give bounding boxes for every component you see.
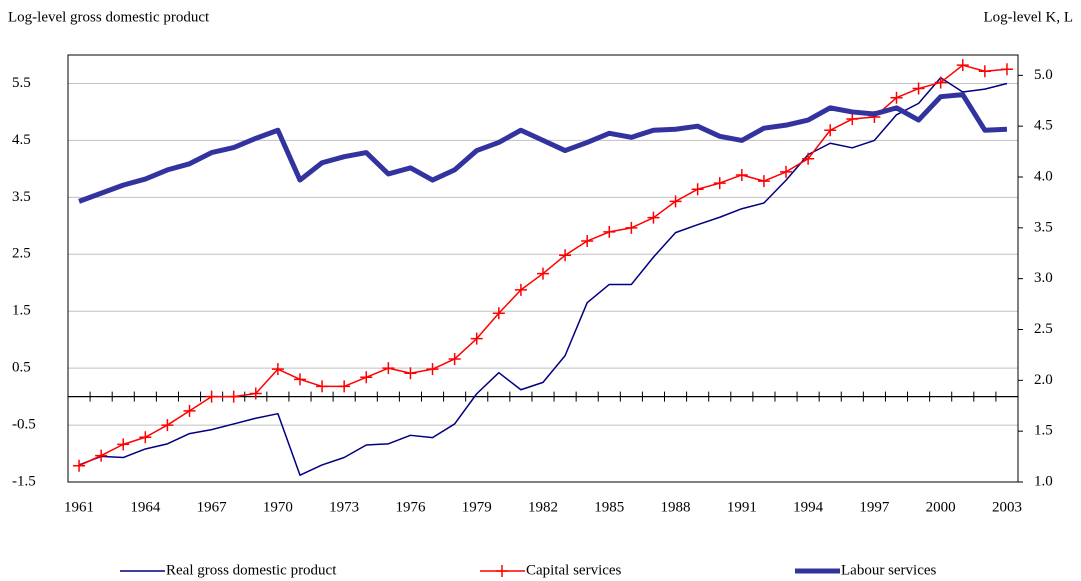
marker	[514, 283, 527, 296]
y-tick-label: 2.5	[12, 246, 31, 262]
series-line	[78, 92, 1008, 204]
legend-label: Capital services	[526, 562, 622, 578]
marker	[757, 175, 770, 188]
legend-label: Labour services	[841, 562, 937, 578]
x-tick-label: 1973	[329, 499, 359, 515]
marker	[780, 165, 793, 178]
y-tick-label: 5.5	[12, 75, 31, 91]
y-tick-label: 1.5	[12, 303, 31, 319]
x-tick-label: 1994	[793, 499, 824, 515]
marker	[382, 362, 395, 375]
y2-axis-title: Log-level K, L	[983, 9, 1073, 25]
marker	[205, 390, 218, 403]
marker	[426, 363, 439, 376]
marker	[559, 249, 572, 262]
marker	[183, 404, 196, 417]
y2-tick-label: 4.5	[1034, 118, 1053, 134]
marker	[669, 195, 682, 208]
plot-frame	[67, 54, 1019, 483]
marker	[802, 152, 815, 165]
x-tick-label: 1979	[462, 499, 492, 515]
x-tick-label: 1961	[64, 499, 94, 515]
marker	[448, 352, 461, 365]
marker	[360, 371, 373, 384]
y-axis-title: Log-level gross domestic product	[8, 9, 210, 25]
x-tick-label: 2000	[926, 499, 956, 515]
marker	[404, 367, 417, 380]
y2-tick-label: 4.0	[1034, 168, 1053, 184]
y2-tick-label: 2.5	[1034, 321, 1053, 337]
y-tick-label: -0.5	[12, 417, 36, 433]
marker	[625, 221, 638, 234]
marker	[227, 390, 240, 403]
marker	[470, 332, 483, 345]
marker	[271, 363, 284, 376]
x-tick-label: 1967	[197, 499, 228, 515]
y-tick-label: 0.5	[12, 360, 31, 376]
marker	[161, 419, 174, 432]
marker	[117, 438, 130, 451]
series-line	[78, 77, 1008, 476]
marker	[73, 459, 86, 472]
marker	[1000, 63, 1013, 76]
x-tick-label: 2003	[992, 499, 1022, 515]
marker	[492, 307, 505, 320]
marker	[978, 65, 991, 78]
marker	[647, 211, 660, 224]
marker	[846, 113, 859, 126]
marker	[691, 183, 704, 196]
y2-tick-label: 3.5	[1034, 219, 1053, 235]
marker	[316, 380, 329, 393]
x-tick-label: 1982	[528, 499, 558, 515]
y2-tick-label: 1.5	[1034, 423, 1053, 439]
legend-marker	[496, 565, 508, 577]
x-tick-label: 1991	[727, 499, 757, 515]
marker	[934, 76, 947, 89]
marker	[735, 168, 748, 181]
x-tick-label: 1985	[594, 499, 624, 515]
marker	[139, 431, 152, 444]
marker	[95, 449, 108, 462]
x-tick-label: 1988	[661, 499, 691, 515]
x-tick-label: 1964	[130, 499, 161, 515]
x-tick-label: 1976	[395, 499, 426, 515]
y2-tick-label: 2.0	[1034, 372, 1053, 388]
marker	[956, 59, 969, 72]
marker	[537, 267, 549, 280]
marker	[338, 380, 351, 393]
y-tick-label: 4.5	[12, 132, 31, 148]
y-tick-label: -1.5	[12, 473, 36, 489]
marker	[912, 82, 925, 95]
marker	[581, 235, 594, 248]
series-line	[78, 64, 1008, 467]
legend-label: Real gross domestic product	[166, 562, 337, 578]
y2-tick-label: 3.0	[1034, 270, 1053, 286]
y2-tick-label: 5.0	[1034, 67, 1053, 83]
x-tick-label: 1970	[263, 499, 293, 515]
y-tick-label: 3.5	[12, 189, 31, 205]
marker	[824, 124, 837, 137]
y2-tick-label: 1.0	[1034, 473, 1053, 489]
marker	[890, 91, 903, 104]
marker	[713, 177, 726, 190]
marker	[249, 387, 262, 400]
marker	[293, 373, 306, 386]
marker	[603, 225, 616, 238]
x-tick-label: 1997	[859, 499, 890, 515]
